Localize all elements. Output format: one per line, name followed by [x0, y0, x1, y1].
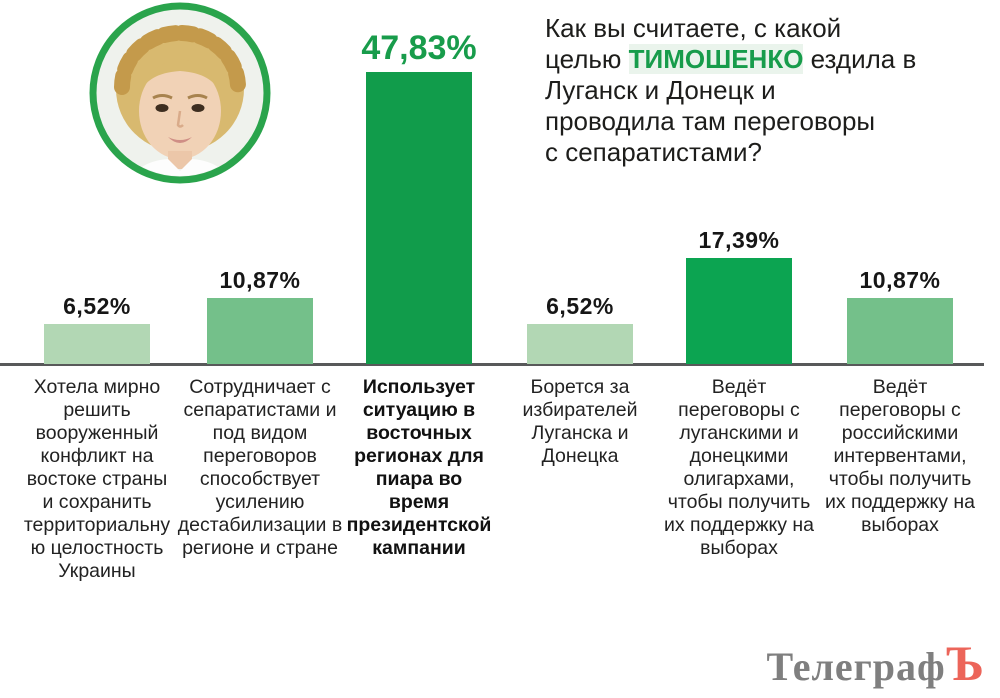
bar: [527, 324, 633, 364]
chart-axis-line: [0, 363, 984, 366]
bar-category-label: Борется за избирателей Луганска и Донецк…: [522, 376, 638, 467]
question-text-pre: Как вы считаете, с какой целью: [545, 13, 842, 74]
bar: [847, 298, 953, 364]
bar-category-label: Сотрудничает с сепаратистами и под видом…: [177, 376, 343, 559]
bar-value-label: 17,39%: [698, 227, 780, 253]
logo-text: Телеграф: [766, 644, 946, 689]
bar-value-label: 6,52%: [63, 293, 131, 319]
bar: [44, 324, 150, 364]
portrait-image: [89, 2, 271, 184]
bar: [207, 298, 313, 364]
bar-category-label: Ведёт переговоры с российскими интервент…: [824, 376, 976, 536]
question-text-post: ездила в Луганск и Донецк и проводила та…: [545, 44, 917, 167]
bar-category-label: Использует ситуацию в восточных регионах…: [346, 376, 492, 559]
bar-value-label: 47,83%: [361, 29, 477, 67]
bar-value-label: 10,87%: [219, 267, 301, 293]
tymoshenko-portrait: [88, 1, 272, 185]
highlighted-name: ТИМОШЕНКО: [628, 44, 804, 74]
logo-hard-sign: Ъ: [945, 635, 984, 691]
bar-value-label: 10,87%: [859, 267, 941, 293]
poll-question: Как вы считаете, с какой целью ТИМОШЕНКО…: [545, 13, 997, 168]
bar-category-label: Хотела мирно решить вооруженный конфликт…: [23, 376, 171, 582]
bar: [686, 258, 792, 364]
bar-value-label: 6,52%: [546, 293, 614, 319]
bar: [366, 72, 472, 364]
bar-category-label: Ведёт переговоры с луганскими и донецким…: [663, 376, 815, 559]
telegraf-logo: ТелеграфЪ: [767, 634, 984, 692]
